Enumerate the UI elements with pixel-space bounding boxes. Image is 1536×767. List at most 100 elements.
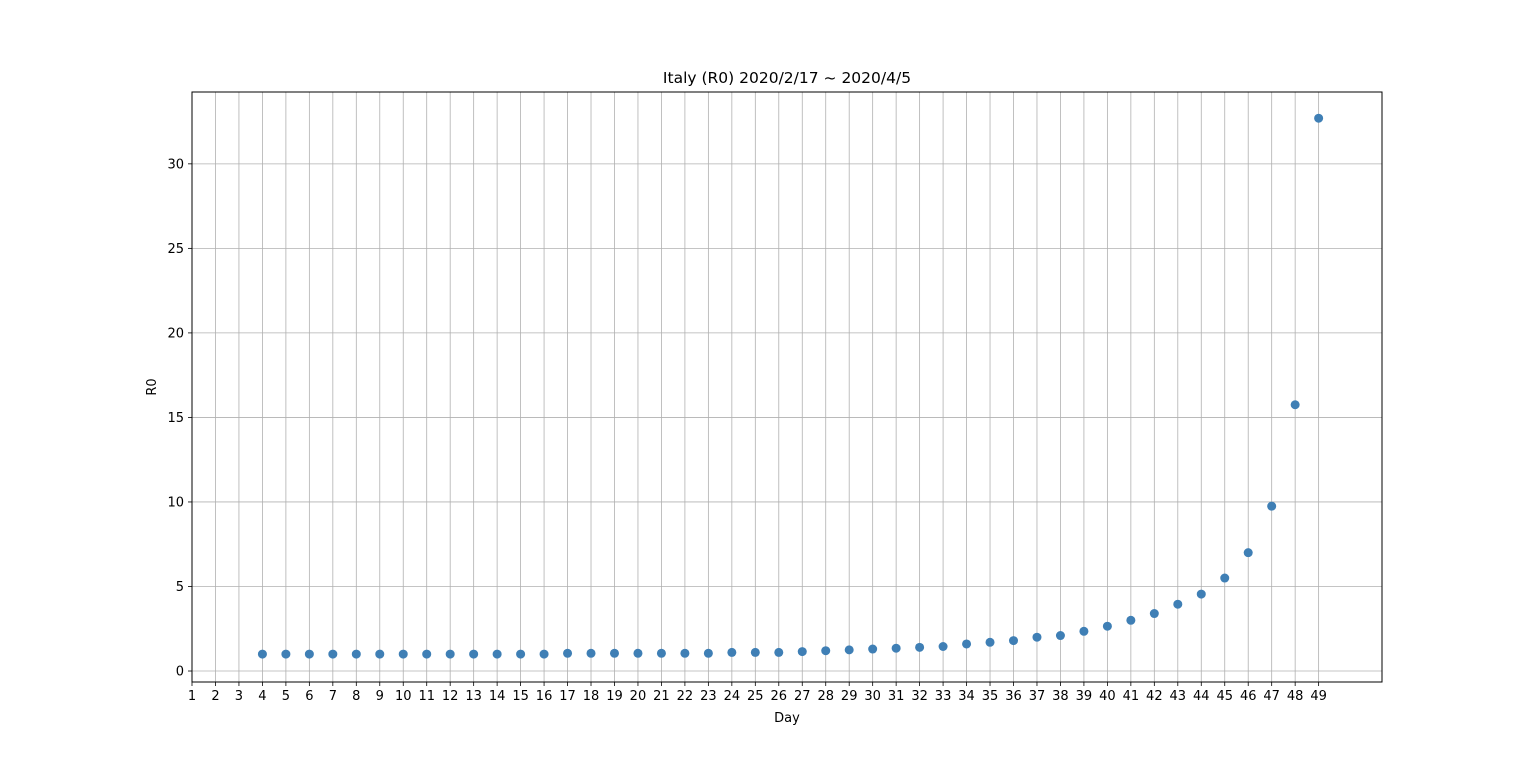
data-point xyxy=(609,648,619,658)
plot-frame xyxy=(191,91,1383,683)
data-point xyxy=(563,648,573,658)
x-tick-label: 48 xyxy=(1287,689,1304,704)
data-point xyxy=(516,649,526,659)
y-tick-label: 15 xyxy=(167,411,184,426)
data-point xyxy=(1243,548,1253,558)
x-tick-label: 4 xyxy=(258,689,266,704)
x-tick-label: 45 xyxy=(1216,689,1233,704)
data-point xyxy=(633,648,643,658)
x-tick-label: 38 xyxy=(1052,689,1069,704)
x-tick-label: 15 xyxy=(512,689,529,704)
y-tick-label: 25 xyxy=(167,242,184,257)
x-tick-label: 19 xyxy=(606,689,623,704)
x-tick-label: 31 xyxy=(888,689,905,704)
data-point xyxy=(680,648,690,658)
data-points xyxy=(257,113,1324,659)
x-tick-label: 14 xyxy=(489,689,506,704)
y-axis-ticks: 0 5 10 15 20 25 30 xyxy=(167,157,192,680)
x-tick-label: 10 xyxy=(395,689,412,704)
data-point xyxy=(1290,400,1300,410)
data-point xyxy=(1173,599,1183,609)
x-tick-label: 43 xyxy=(1170,689,1187,704)
x-tick-label: 35 xyxy=(982,689,999,704)
data-point xyxy=(797,647,807,657)
data-point xyxy=(281,649,291,659)
data-point xyxy=(938,641,948,651)
data-point xyxy=(915,642,925,652)
x-tick-label: 40 xyxy=(1099,689,1116,704)
x-tick-label: 41 xyxy=(1123,689,1140,704)
data-point xyxy=(1102,621,1112,631)
data-point xyxy=(422,649,432,659)
x-tick-label: 11 xyxy=(418,689,435,704)
x-tick-label: 36 xyxy=(1005,689,1022,704)
data-point xyxy=(891,643,901,653)
x-tick-label: 34 xyxy=(958,689,975,704)
x-tick-label: 25 xyxy=(747,689,764,704)
chart-title: Italy (R0) 2020/2/17 ~ 2020/4/5 xyxy=(663,69,911,87)
data-point xyxy=(844,645,854,655)
data-point xyxy=(469,649,479,659)
data-point xyxy=(539,649,549,659)
data-point xyxy=(1267,501,1277,511)
data-point xyxy=(1149,609,1159,619)
data-point xyxy=(821,646,831,656)
x-tick-label: 33 xyxy=(935,689,952,704)
data-point xyxy=(1032,632,1042,642)
x-tick-label: 23 xyxy=(700,689,717,704)
y-tick-label: 10 xyxy=(167,495,184,510)
x-tick-label: 3 xyxy=(235,689,243,704)
x-tick-label: 30 xyxy=(864,689,881,704)
data-point xyxy=(1055,631,1065,641)
data-point xyxy=(328,649,338,659)
x-tick-label: 24 xyxy=(724,689,741,704)
x-tick-label: 49 xyxy=(1310,689,1327,704)
data-point xyxy=(656,648,666,658)
grid-lines xyxy=(191,92,1382,682)
x-tick-label: 6 xyxy=(305,689,313,704)
x-tick-label: 13 xyxy=(465,689,482,704)
data-point xyxy=(304,649,314,659)
x-tick-label: 32 xyxy=(911,689,928,704)
x-tick-label: 21 xyxy=(653,689,670,704)
data-point xyxy=(703,648,713,658)
x-tick-label: 46 xyxy=(1240,689,1257,704)
x-tick-label: 8 xyxy=(352,689,360,704)
y-tick-label: 30 xyxy=(167,157,184,172)
data-point xyxy=(727,647,737,657)
y-tick-label: 20 xyxy=(167,326,184,341)
data-point xyxy=(1220,573,1230,583)
data-point xyxy=(1008,636,1018,646)
data-point xyxy=(1314,113,1324,123)
y-axis-label: R0 xyxy=(145,378,160,395)
x-tick-label: 12 xyxy=(442,689,459,704)
x-tick-label: 5 xyxy=(282,689,290,704)
data-point xyxy=(586,648,596,658)
x-tick-label: 47 xyxy=(1263,689,1280,704)
data-point xyxy=(1196,589,1206,599)
x-tick-label: 17 xyxy=(559,689,576,704)
x-tick-label: 39 xyxy=(1076,689,1093,704)
x-tick-label: 16 xyxy=(536,689,553,704)
data-point xyxy=(257,649,267,659)
data-point xyxy=(375,649,385,659)
x-axis-label: Day xyxy=(774,711,800,726)
data-point xyxy=(1126,615,1136,625)
data-point xyxy=(962,639,972,649)
x-tick-label: 9 xyxy=(376,689,384,704)
x-tick-label: 44 xyxy=(1193,689,1210,704)
x-tick-label: 37 xyxy=(1029,689,1046,704)
x-tick-label: 28 xyxy=(817,689,834,704)
x-tick-label: 27 xyxy=(794,689,811,704)
data-point xyxy=(351,649,361,659)
y-tick-label: 5 xyxy=(176,580,184,595)
x-tick-label: 29 xyxy=(841,689,858,704)
x-tick-label: 2 xyxy=(211,689,219,704)
x-tick-label: 7 xyxy=(329,689,337,704)
x-tick-label: 18 xyxy=(583,689,600,704)
data-point xyxy=(492,649,502,659)
data-point xyxy=(750,647,760,657)
x-tick-label: 26 xyxy=(771,689,788,704)
data-point xyxy=(445,649,455,659)
